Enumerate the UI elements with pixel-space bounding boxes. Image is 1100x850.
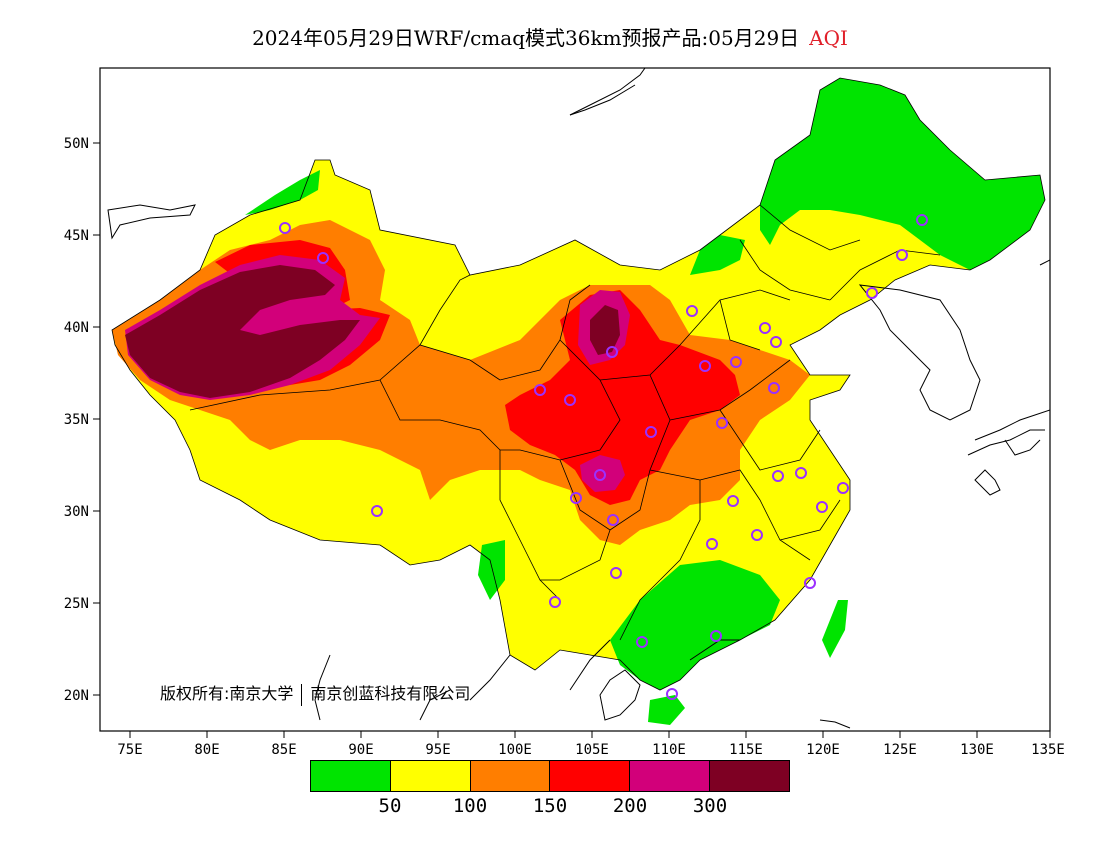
lon-label: 120E — [806, 742, 840, 758]
lon-label: 105E — [575, 742, 609, 758]
legend-swatch-unhealthy — [550, 761, 631, 791]
station-marker — [916, 214, 928, 226]
station-marker — [837, 482, 849, 494]
station-marker — [594, 469, 606, 481]
lat-label: 45N — [64, 228, 89, 244]
station-marker — [768, 382, 780, 394]
station-marker — [549, 596, 561, 608]
station-marker — [866, 287, 878, 299]
region-hazardous — [125, 265, 360, 398]
legend-label: 150 — [532, 795, 568, 817]
lon-label: 115E — [729, 742, 763, 758]
station-marker — [666, 688, 678, 700]
station-marker — [636, 636, 648, 648]
region-south-good — [610, 560, 780, 690]
station-marker — [770, 336, 782, 348]
legend-label: 50 — [378, 795, 402, 817]
region-northwest-good — [245, 170, 320, 215]
region-hainan — [648, 695, 685, 725]
legend-swatch-good — [311, 761, 391, 791]
lon-label: 90E — [348, 742, 373, 758]
lon-label: 75E — [117, 742, 142, 758]
legend-swatch-very-unhealthy — [630, 761, 711, 791]
copyright-divider — [301, 683, 303, 706]
aqi-legend-bar — [310, 760, 790, 792]
title-text: 2024年05月29日WRF/cmaq模式36km预报产品:05月29日 — [252, 26, 800, 50]
lon-label: 80E — [194, 742, 219, 758]
station-marker — [710, 630, 722, 642]
lon-labels: 75E 80E 85E 90E 95E 100E 105E 110E 115E … — [117, 742, 1065, 758]
station-marker — [699, 360, 711, 372]
station-marker — [686, 305, 698, 317]
lon-label: 85E — [271, 742, 296, 758]
map-frame — [99, 67, 1051, 732]
lon-label: 95E — [425, 742, 450, 758]
lat-labels: 50N 45N 40N 35N 30N 25N 20N — [64, 136, 89, 704]
lon-label: 110E — [652, 742, 686, 758]
lon-label: 135E — [1031, 742, 1065, 758]
station-marker — [607, 514, 619, 526]
station-marker — [570, 492, 582, 504]
station-marker — [645, 426, 657, 438]
station-markers — [279, 214, 928, 700]
region-northeast-good — [760, 78, 1045, 270]
station-marker — [534, 384, 546, 396]
legend-swatch-moderate — [390, 761, 471, 791]
station-marker — [896, 249, 908, 261]
aqi-field — [107, 68, 1050, 729]
region-unhealthy — [505, 290, 740, 505]
station-marker — [772, 470, 784, 482]
lon-label: 100E — [498, 742, 532, 758]
station-marker — [804, 577, 816, 589]
station-marker — [795, 467, 807, 479]
lat-ticks — [93, 142, 100, 696]
station-marker — [610, 567, 622, 579]
lon-ticks — [129, 731, 1051, 738]
region-north-good — [690, 235, 745, 275]
region-yunnan-good — [478, 540, 505, 600]
station-marker — [706, 538, 718, 550]
copyright-note: 版权所有:南京大学 南京创蓝科技有限公司 — [160, 680, 470, 706]
station-marker — [716, 417, 728, 429]
station-marker — [816, 501, 828, 513]
station-marker — [727, 495, 739, 507]
station-marker — [606, 346, 618, 358]
lat-label: 40N — [64, 320, 89, 336]
lon-label: 130E — [960, 742, 994, 758]
copyright-company: 南京创蓝科技有限公司 — [310, 684, 471, 703]
station-marker — [317, 252, 329, 264]
lat-label: 25N — [64, 596, 89, 612]
region-very-unhealthy-south — [580, 455, 625, 492]
copyright-owner: 版权所有:南京大学 — [160, 684, 294, 703]
legend-swatch-sensitive — [470, 761, 551, 791]
lon-label: 125E — [883, 742, 917, 758]
station-marker — [759, 322, 771, 334]
station-marker — [564, 394, 576, 406]
legend-swatch-hazardous — [710, 761, 789, 791]
lat-label: 30N — [64, 504, 89, 520]
region-taiwan — [822, 600, 848, 658]
lat-label: 50N — [64, 136, 89, 152]
legend-label: 100 — [452, 795, 488, 817]
station-marker — [730, 356, 742, 368]
station-marker — [371, 505, 383, 517]
province-boundaries — [111, 77, 1046, 691]
lat-label: 20N — [64, 688, 89, 704]
map-title: 2024年05月29日WRF/cmaq模式36km预报产品:05月29日 AQI — [0, 22, 1100, 51]
region-hazardous-center — [590, 305, 620, 355]
lat-label: 35N — [64, 412, 89, 428]
legend-label: 200 — [612, 795, 648, 817]
legend-label: 300 — [692, 795, 728, 817]
coastlines — [107, 68, 1050, 729]
station-marker — [279, 222, 291, 234]
station-marker — [751, 529, 763, 541]
title-variable: AQI — [809, 26, 848, 50]
